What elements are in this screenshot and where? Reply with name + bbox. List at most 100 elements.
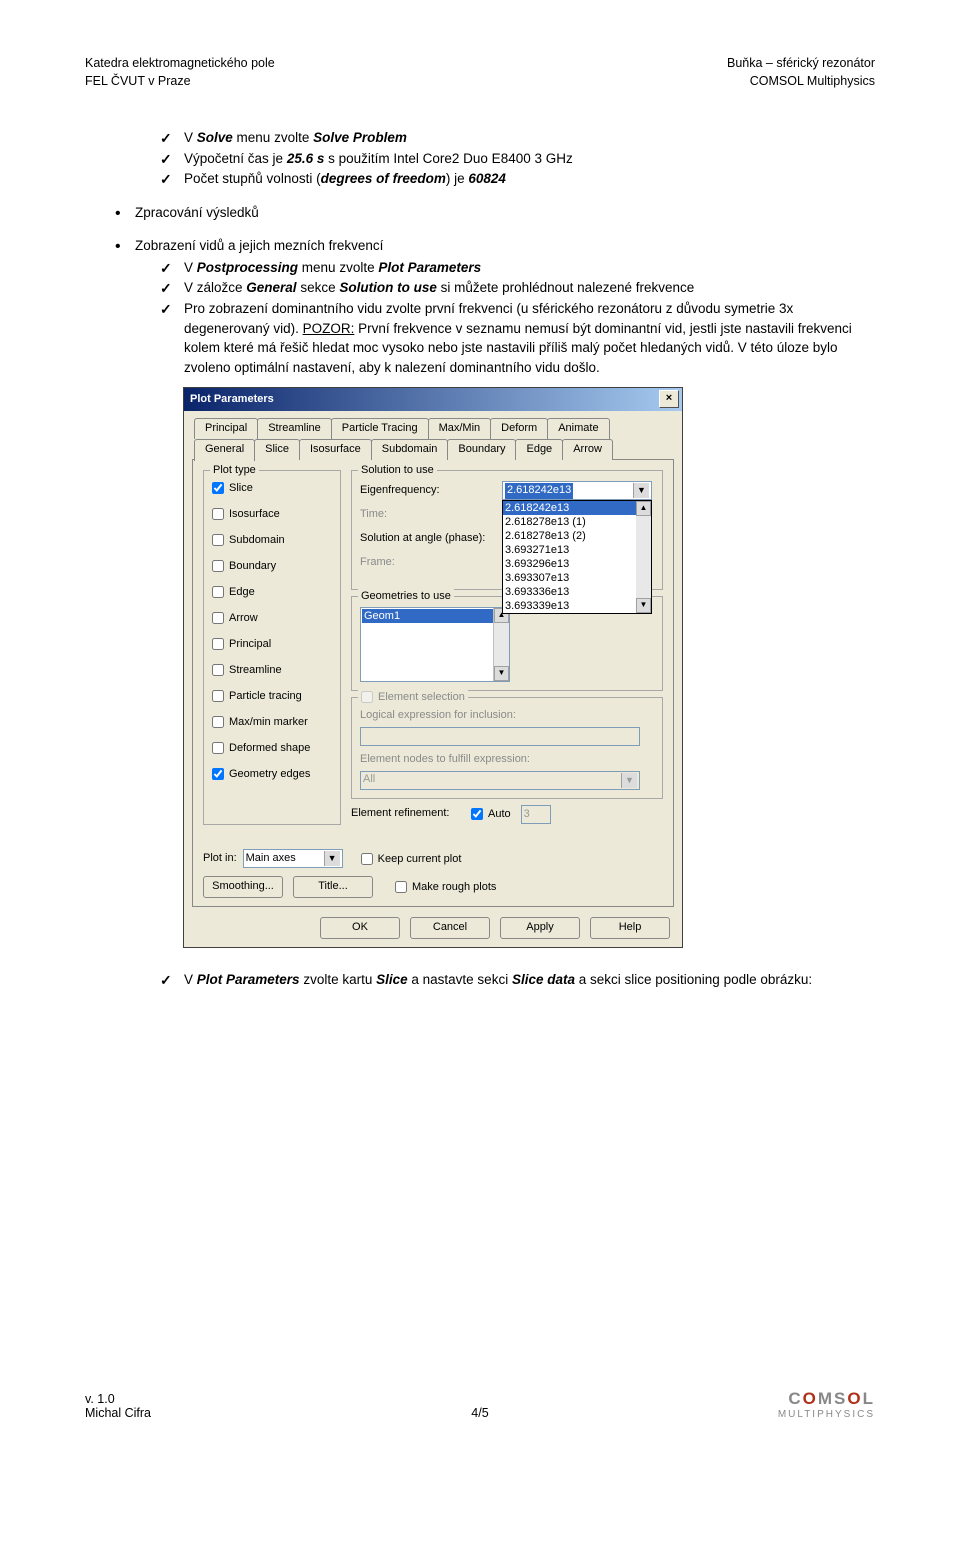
scroll-down-icon[interactable]: ▼ (636, 598, 651, 613)
auto-label: Auto (488, 807, 511, 821)
tab-maxmin[interactable]: Max/Min (428, 418, 492, 439)
plot-type-check[interactable]: Isosurface (212, 507, 332, 521)
document-body: V Solve menu zvolte Solve Problem Výpoče… (85, 128, 875, 990)
tab-particle-tracing[interactable]: Particle Tracing (331, 418, 429, 439)
checkbox[interactable] (212, 508, 224, 520)
dropdown-item[interactable]: 3.693296e13 (503, 557, 651, 571)
checkbox[interactable] (212, 586, 224, 598)
plot-type-check[interactable]: Arrow (212, 611, 332, 625)
scrollbar[interactable]: ▲ ▼ (636, 501, 651, 613)
keep-plot-checkbox[interactable] (361, 853, 373, 865)
check-label: Particle tracing (229, 689, 302, 703)
header-right: Buňka – sférický rezonátor COMSOL Multip… (727, 55, 875, 90)
tab-animate[interactable]: Animate (547, 418, 609, 439)
panel-left: Plot type SliceIsosurfaceSubdomainBounda… (203, 470, 341, 831)
plotin-combo[interactable]: Main axes▼ (243, 849, 343, 868)
groupbox-plot-type: Plot type SliceIsosurfaceSubdomainBounda… (203, 470, 341, 825)
help-button[interactable]: Help (590, 917, 670, 939)
close-icon[interactable]: × (659, 390, 679, 408)
chevron-down-icon[interactable]: ▼ (324, 851, 340, 866)
tab-row-1: Principal Streamline Particle Tracing Ma… (194, 418, 674, 439)
checkbox[interactable] (212, 716, 224, 728)
check-label: Boundary (229, 559, 276, 573)
geom-item[interactable]: Geom1 (362, 609, 508, 623)
tab-subdomain[interactable]: Subdomain (371, 439, 449, 460)
auto-checkbox[interactable] (471, 808, 483, 820)
checkbox[interactable] (212, 560, 224, 572)
scrollbar[interactable]: ▲ ▼ (493, 608, 509, 681)
plot-type-check[interactable]: Slice (212, 481, 332, 495)
plot-type-check[interactable]: Subdomain (212, 533, 332, 547)
text-bold: Slice (376, 972, 408, 987)
smoothing-button[interactable]: Smoothing... (203, 876, 283, 898)
text: si můžete prohlédnout nalezené frekvence (437, 280, 694, 295)
text: menu zvolte (298, 260, 378, 275)
plot-type-check[interactable]: Deformed shape (212, 741, 332, 755)
keep-plot-label: Keep current plot (378, 852, 462, 866)
dropdown-item[interactable]: 2.618278e13 (1) (503, 515, 651, 529)
checkbox[interactable] (212, 482, 224, 494)
tab-edge[interactable]: Edge (515, 439, 563, 460)
title-button[interactable]: Title... (293, 876, 373, 898)
text-underline: POZOR: (303, 321, 355, 336)
dropdown-item[interactable]: 2.618242e13 (503, 501, 651, 515)
dropdown-item[interactable]: 2.618278e13 (2) (503, 529, 651, 543)
bottom-row-plotin: Plot in: Main axes▼ Keep current plot (203, 849, 663, 868)
plot-type-check[interactable]: Geometry edges (212, 767, 332, 781)
comsol-logo: COMSOL MULTIPHYSICS (778, 1389, 875, 1420)
apply-button[interactable]: Apply (500, 917, 580, 939)
checkbox[interactable] (212, 768, 224, 780)
checkbox[interactable] (212, 534, 224, 546)
tab-boundary[interactable]: Boundary (447, 439, 516, 460)
text: s použitím Intel Core2 Duo E8400 3 GHz (324, 151, 572, 166)
tab-general[interactable]: General (194, 439, 255, 461)
scroll-up-icon[interactable]: ▲ (636, 501, 651, 516)
cancel-button[interactable]: Cancel (410, 917, 490, 939)
text: V (184, 972, 197, 987)
ok-button[interactable]: OK (320, 917, 400, 939)
step-slice: V Plot Parameters zvolte kartu Slice a n… (160, 970, 875, 990)
text-italic: degrees of freedom (321, 171, 446, 186)
dropdown-item[interactable]: 3.693339e13 (503, 599, 651, 613)
tab-isosurface[interactable]: Isosurface (299, 439, 372, 460)
checkbox[interactable] (212, 742, 224, 754)
plot-type-check[interactable]: Max/min marker (212, 715, 332, 729)
tab-arrow[interactable]: Arrow (562, 439, 613, 460)
tab-principal[interactable]: Principal (194, 418, 258, 439)
text: sekce (297, 280, 340, 295)
plot-type-check[interactable]: Particle tracing (212, 689, 332, 703)
tick-list-1: V Solve menu zvolte Solve Problem Výpoče… (160, 128, 875, 189)
checkbox[interactable] (212, 664, 224, 676)
plot-type-check[interactable]: Streamline (212, 663, 332, 677)
element-refinement-label: Element refinement: (351, 806, 471, 822)
eigenfrequency-label: Eigenfrequency: (360, 483, 502, 499)
eigenfrequency-combo[interactable]: 2.618242e13 ▼ 2.618242e132.618278e13 (1)… (502, 481, 652, 500)
text-bold: Plot Parameters (197, 972, 300, 987)
logo-comsol: COMSOL (778, 1389, 875, 1409)
row-element-refinement: Element refinement: Auto 3 (351, 805, 663, 824)
eigenfrequency-dropdown[interactable]: 2.618242e132.618278e13 (1)2.618278e13 (2… (502, 500, 652, 614)
checkbox[interactable] (212, 690, 224, 702)
groupbox-title: Plot type (210, 463, 259, 479)
check-label: Edge (229, 585, 255, 599)
scroll-down-icon[interactable]: ▼ (494, 666, 509, 681)
groupbox-title: Solution to use (358, 463, 437, 479)
check-label: Max/min marker (229, 715, 308, 729)
tab-streamline[interactable]: Streamline (257, 418, 332, 439)
bullet-results: Zpracování výsledků (115, 203, 875, 223)
checkbox[interactable] (212, 638, 224, 650)
text: ) je (446, 171, 469, 186)
plot-type-check[interactable]: Edge (212, 585, 332, 599)
plot-type-check[interactable]: Principal (212, 637, 332, 651)
chevron-down-icon[interactable]: ▼ (633, 483, 649, 498)
tab-deform[interactable]: Deform (490, 418, 548, 439)
dropdown-item[interactable]: 3.693307e13 (503, 571, 651, 585)
plot-type-check[interactable]: Boundary (212, 559, 332, 573)
dropdown-item[interactable]: 3.693271e13 (503, 543, 651, 557)
tab-slice[interactable]: Slice (254, 439, 300, 460)
checkbox[interactable] (212, 612, 224, 624)
dropdown-item[interactable]: 3.693336e13 (503, 585, 651, 599)
geometries-listbox[interactable]: Geom1 ▲ ▼ (360, 607, 510, 682)
dialog-titlebar[interactable]: Plot Parameters × (184, 388, 682, 411)
rough-plots-checkbox[interactable] (395, 881, 407, 893)
